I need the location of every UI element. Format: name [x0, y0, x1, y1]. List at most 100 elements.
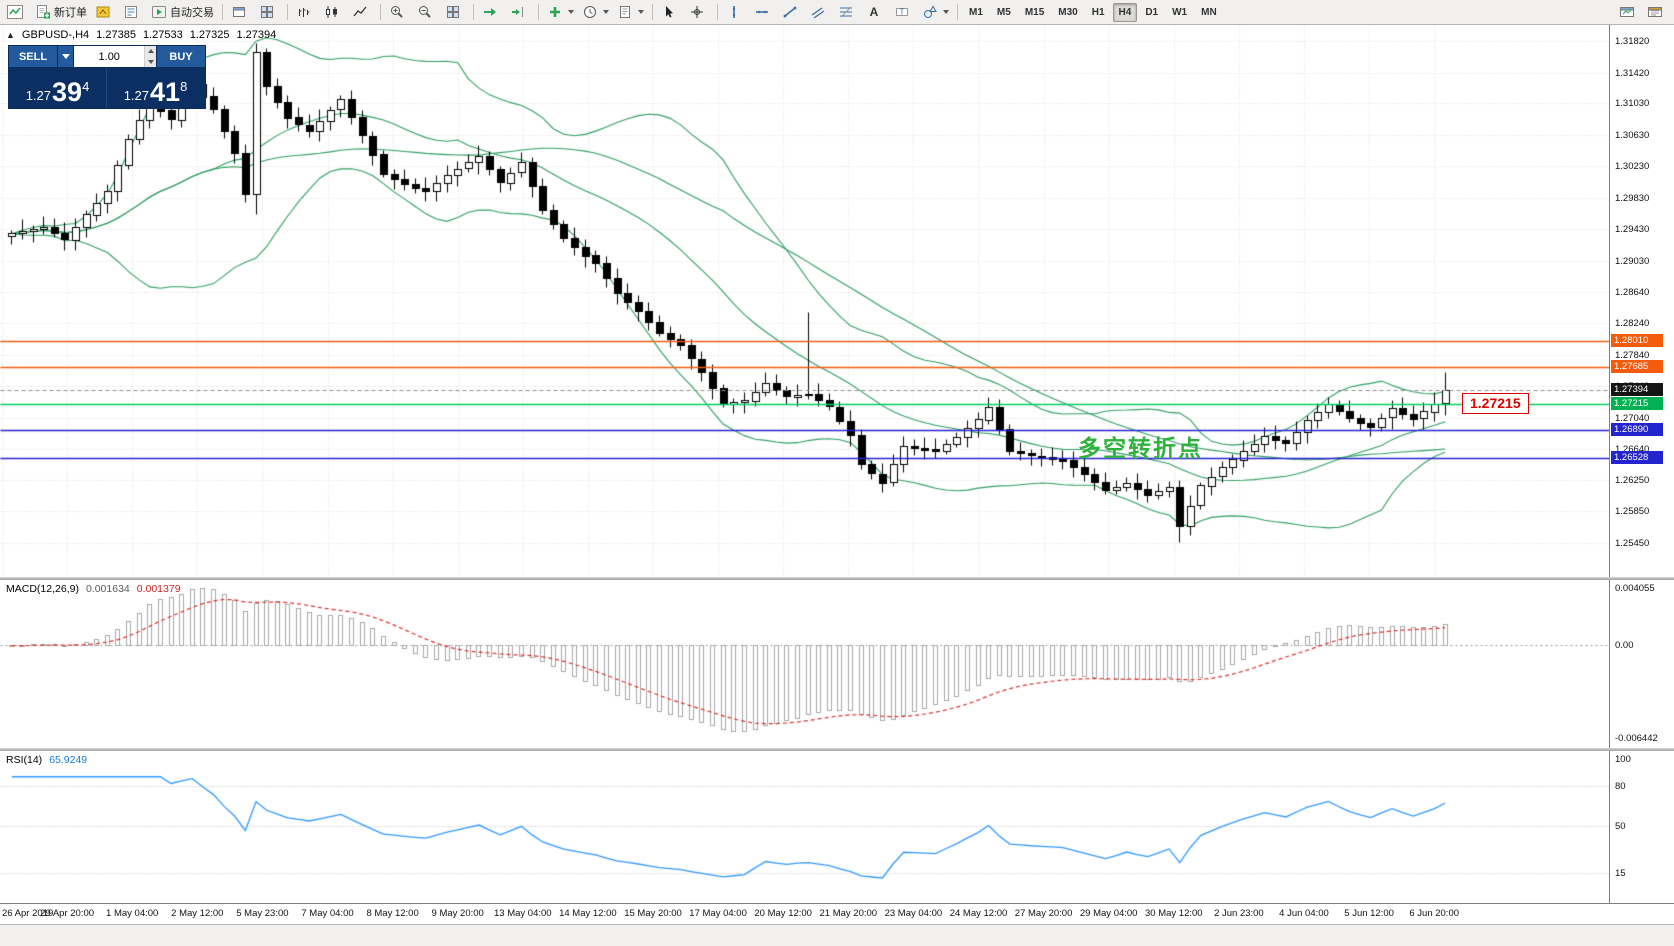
- timeframe-button-mn[interactable]: MN: [1201, 6, 1217, 18]
- sell-price-prefix: 1.27: [25, 88, 52, 103]
- crosshair-icon: [691, 6, 703, 18]
- one-click-collapse-arrow[interactable]: ▲: [6, 30, 15, 40]
- chevron-down-icon: [638, 10, 644, 14]
- sell-price-display[interactable]: 1.27 39 4: [9, 68, 106, 108]
- rsi-axis-tick: 15: [1615, 867, 1626, 879]
- date-tick: 20 May 12:00: [754, 908, 812, 919]
- label-icon[interactable]: T: [891, 1, 917, 23]
- date-tick: 2 May 12:00: [171, 908, 224, 919]
- sell-price-big: 39: [52, 77, 83, 107]
- timeframe-button-m5[interactable]: M5: [996, 6, 1011, 18]
- date-tick: 7 May 04:00: [301, 908, 354, 919]
- order-type-dropdown[interactable]: [58, 46, 73, 67]
- zoom-in-icon[interactable]: [386, 1, 412, 23]
- market-watch-icon[interactable]: [120, 1, 146, 23]
- timeframe-button-m15[interactable]: M15: [1024, 6, 1045, 18]
- cursor-icon: [666, 6, 673, 18]
- templates-icon[interactable]: [614, 1, 647, 23]
- timeframe-button-h4[interactable]: H4: [1112, 2, 1138, 22]
- buy-button[interactable]: BUY: [157, 46, 205, 67]
- auto-scroll-icon[interactable]: [479, 1, 505, 23]
- volume-increase-button[interactable]: [145, 46, 156, 57]
- chart-window-icon-1: [1620, 7, 1634, 17]
- date-tick: 1 May 04:00: [106, 908, 159, 919]
- trendline-icon[interactable]: [779, 1, 805, 23]
- symbol-period-label: GBPUSD-,H4: [21, 29, 90, 41]
- macd-axis-tick: 0.004055: [1615, 583, 1655, 594]
- new-order-button[interactable]: 新订单: [32, 1, 90, 23]
- channel-icon: [811, 7, 825, 19]
- price-tick: 1.29030: [1615, 255, 1650, 267]
- crosshair-icon[interactable]: [686, 1, 712, 23]
- price-level-badge: 1.27685: [1611, 359, 1663, 373]
- date-tick: 13 May 04:00: [494, 908, 552, 919]
- chart-window-icon-2[interactable]: [1644, 1, 1670, 23]
- price-level-callout: 1.27215: [1462, 392, 1529, 414]
- text-icon: A: [870, 5, 879, 19]
- price-tick: 1.31820: [1615, 36, 1650, 47]
- fibonacci-icon[interactable]: [835, 1, 861, 23]
- rsi-canvas[interactable]: [0, 751, 1610, 903]
- macd-axis[interactable]: 0.004055 0.00 -0.006442: [1609, 580, 1674, 748]
- toolbar-separator: [287, 4, 288, 20]
- new-order-button-label: 新订单: [54, 7, 87, 19]
- volume-input[interactable]: [74, 46, 145, 67]
- shapes-icon[interactable]: [919, 1, 952, 23]
- channel-icon[interactable]: [807, 1, 833, 23]
- candlestick-chart-icon[interactable]: [321, 1, 347, 23]
- new-chart-icon[interactable]: [4, 1, 30, 23]
- panel-splitter[interactable]: [0, 577, 1674, 580]
- metaeditor-icon[interactable]: [92, 1, 118, 23]
- price-tick: 1.27840: [1615, 349, 1650, 361]
- toolbar-separator: [473, 4, 474, 20]
- cursor-icon[interactable]: [658, 1, 684, 23]
- sell-button[interactable]: SELL: [9, 46, 57, 67]
- tile-windows-icon[interactable]: [256, 1, 282, 23]
- timeframe-button-m1[interactable]: M1: [969, 6, 983, 18]
- periods-icon[interactable]: [579, 1, 612, 23]
- rsi-panel: 100 80 50 15 RSI(14) 65.9249: [0, 751, 1674, 903]
- date-tick: 5 May 23:00: [236, 908, 289, 919]
- templates-icon: [620, 6, 630, 18]
- indicators-icon[interactable]: [544, 1, 577, 23]
- price-axis[interactable]: 1.31820 1.31420 1.31030 1.30630 1.30230 1.298…: [1609, 25, 1674, 577]
- macd-main-value: 0.001634: [85, 583, 130, 595]
- fibonacci-icon: [840, 6, 852, 18]
- rsi-axis-tick: 80: [1615, 780, 1626, 792]
- date-tick: 23 May 04:00: [884, 908, 943, 919]
- vertical-line-icon[interactable]: [723, 1, 749, 23]
- volume-decrease-button[interactable]: [145, 56, 156, 67]
- line-chart-icon[interactable]: [349, 1, 375, 23]
- chart-window-icon-1[interactable]: [1616, 1, 1642, 23]
- price-chart-canvas[interactable]: [0, 25, 1610, 577]
- zoom-out-icon[interactable]: [414, 1, 440, 23]
- timeframe-button-d1[interactable]: D1: [1145, 6, 1159, 18]
- timeframe-button-h1[interactable]: H1: [1091, 6, 1105, 18]
- time-axis[interactable]: 26 Apr 2019 29 Apr 20:00 1 May 04:00 2 May …: [0, 903, 1674, 924]
- toolbar-separator: [957, 4, 958, 20]
- cascade-windows-icon[interactable]: [228, 1, 254, 23]
- text-icon[interactable]: A: [863, 1, 889, 23]
- timeframe-toolbar: M1 M5 M15 M30 H1 H4 D1 W1 MN: [962, 2, 1224, 22]
- date-tick: 29 Apr 20:00: [40, 908, 95, 919]
- date-tick: 21 May 20:00: [819, 908, 878, 919]
- cascade-windows-icon: [233, 7, 245, 17]
- timeframe-button-m30[interactable]: M30: [1058, 6, 1078, 18]
- chevron-down-icon: [568, 10, 574, 14]
- chart-window: 1.31820 1.31420 1.31030 1.30630 1.30230 1.298…: [0, 25, 1674, 946]
- macd-canvas[interactable]: [0, 580, 1610, 748]
- chart-shift-icon[interactable]: [507, 1, 533, 23]
- bar-chart-icon[interactable]: [293, 1, 319, 23]
- panel-splitter[interactable]: [0, 748, 1674, 751]
- price-tick: 1.27040: [1615, 412, 1650, 424]
- svg-text:A: A: [870, 5, 879, 19]
- autotrading-button[interactable]: 自动交易: [148, 1, 217, 23]
- horizontal-line-icon[interactable]: [751, 1, 777, 23]
- buy-price-display[interactable]: 1.27 41 8: [106, 68, 204, 108]
- tile-grid-icon[interactable]: [442, 1, 468, 23]
- price-level-badge: 1.28010: [1611, 334, 1663, 348]
- rsi-axis[interactable]: 100 80 50 15: [1609, 751, 1674, 903]
- timeframe-button-w1[interactable]: W1: [1172, 6, 1188, 18]
- date-tick: 17 May 04:00: [689, 908, 747, 919]
- toolbar-separator: [380, 4, 381, 20]
